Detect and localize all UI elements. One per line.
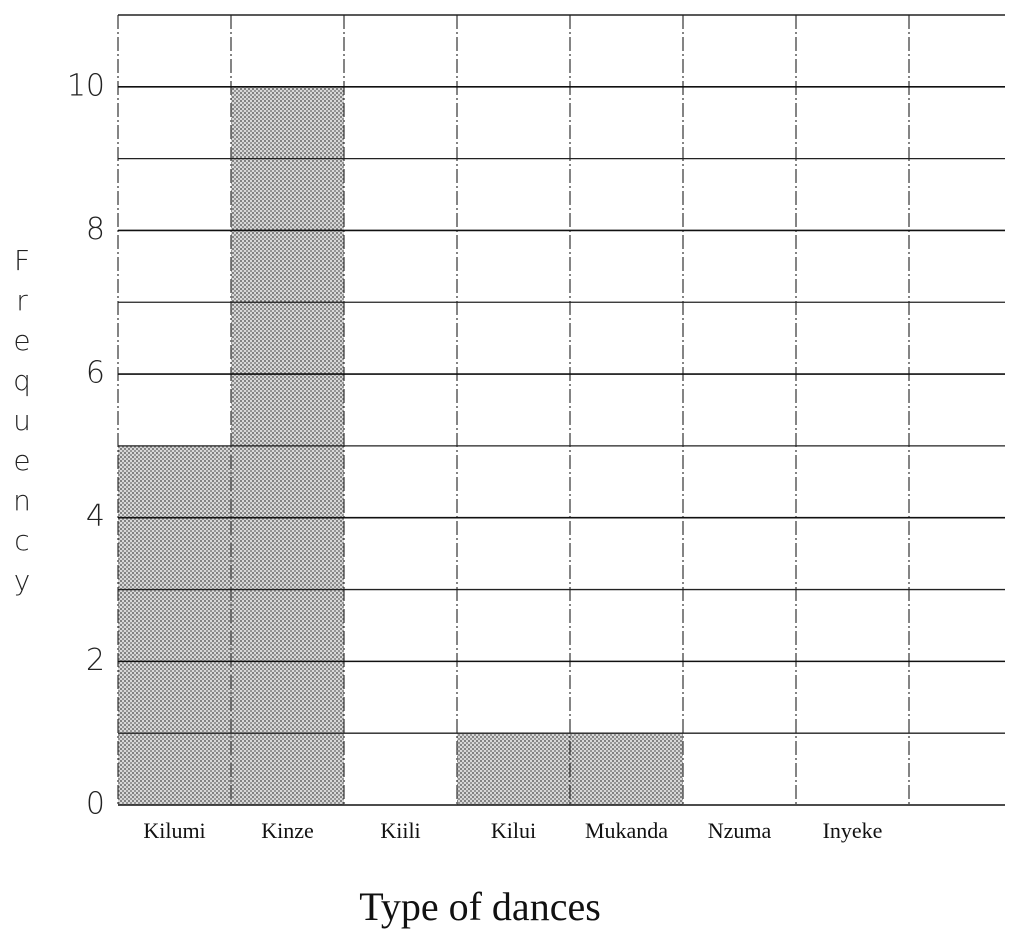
x-tick-label: Kiili: [380, 818, 420, 843]
y-tick-label: 2: [86, 643, 105, 678]
x-tick-label: Kilumi: [143, 818, 205, 843]
y-tick-label: 10: [67, 68, 105, 103]
x-tick-label: Inyeke: [823, 818, 883, 843]
y-tick-label: 0: [86, 787, 105, 822]
bar: [118, 445, 231, 805]
y-tick-label: 8: [86, 212, 105, 247]
bar: [570, 733, 683, 805]
x-tick-label: Mukanda: [585, 818, 668, 843]
y-tick-label: 4: [86, 499, 105, 534]
x-tick-label: Kilui: [491, 818, 536, 843]
bar: [457, 733, 570, 805]
y-tick-label: 6: [86, 356, 105, 391]
x-tick-label: Kinze: [261, 818, 314, 843]
x-tick-label: Nzuma: [708, 818, 772, 843]
x-axis-label: Type of dances: [359, 884, 601, 929]
